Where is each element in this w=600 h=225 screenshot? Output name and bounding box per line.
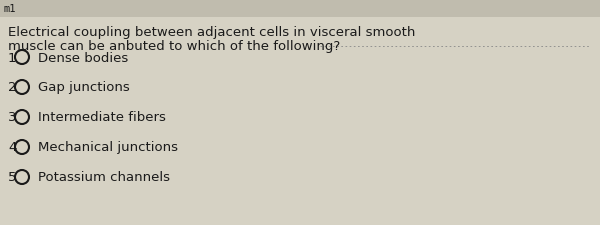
Text: Electrical coupling between adjacent cells in visceral smooth: Electrical coupling between adjacent cel…	[8, 26, 415, 39]
Text: Dense bodies: Dense bodies	[38, 51, 128, 64]
Text: 3: 3	[8, 111, 17, 124]
Text: Mechanical junctions: Mechanical junctions	[38, 141, 178, 154]
Text: 5: 5	[8, 171, 17, 184]
Text: 1: 1	[8, 51, 17, 64]
Text: Potassium channels: Potassium channels	[38, 171, 170, 184]
Bar	[0, 0, 600, 18]
Text: Gap junctions: Gap junctions	[38, 81, 130, 94]
Text: Intermediate fibers: Intermediate fibers	[38, 111, 166, 124]
Text: 2: 2	[8, 81, 17, 94]
Text: 4: 4	[8, 141, 16, 154]
Text: muscle can be anbuted to which of the following?: muscle can be anbuted to which of the fo…	[8, 40, 340, 53]
Text: m1: m1	[4, 4, 17, 14]
